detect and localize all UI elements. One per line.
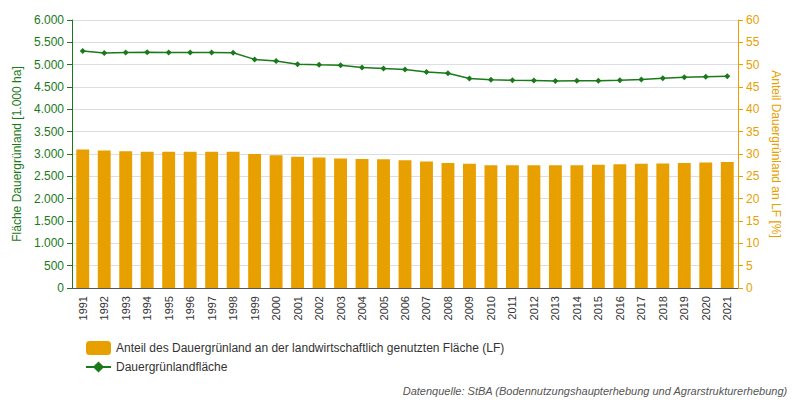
svg-text:1998: 1998: [227, 296, 239, 320]
svg-text:40: 40: [746, 102, 760, 116]
svg-text:2018: 2018: [657, 296, 669, 320]
svg-text:25: 25: [746, 169, 760, 183]
svg-text:Anteil Dauergrünland an LF [%]: Anteil Dauergrünland an LF [%]: [769, 70, 783, 237]
svg-text:2021: 2021: [721, 296, 733, 320]
svg-text:2016: 2016: [614, 296, 626, 320]
svg-text:60: 60: [746, 13, 760, 27]
svg-text:6.000: 6.000: [34, 13, 64, 27]
svg-text:2012: 2012: [528, 296, 540, 320]
svg-text:35: 35: [746, 125, 760, 139]
svg-text:5.000: 5.000: [34, 58, 64, 72]
svg-text:2.000: 2.000: [34, 192, 64, 206]
svg-text:1.500: 1.500: [34, 214, 64, 228]
svg-text:2002: 2002: [313, 296, 325, 320]
svg-text:2006: 2006: [399, 296, 411, 320]
svg-text:2020: 2020: [700, 296, 712, 320]
svg-text:Datenquelle: StBA (Bodennutzun: Datenquelle: StBA (Bodennutzungshaupterh…: [403, 385, 788, 397]
svg-text:1995: 1995: [163, 296, 175, 320]
svg-text:5.500: 5.500: [34, 35, 64, 49]
svg-text:2015: 2015: [592, 296, 604, 320]
svg-text:2017: 2017: [635, 296, 647, 320]
svg-text:45: 45: [746, 80, 760, 94]
svg-text:0: 0: [57, 281, 64, 295]
svg-text:2005: 2005: [378, 296, 390, 320]
svg-text:1992: 1992: [98, 296, 110, 320]
svg-text:2.500: 2.500: [34, 169, 64, 183]
svg-text:1999: 1999: [249, 296, 261, 320]
svg-text:Anteil des Dauergrünland an de: Anteil des Dauergrünland an der landwirt…: [116, 341, 504, 355]
svg-text:15: 15: [746, 214, 760, 228]
svg-text:1996: 1996: [184, 296, 196, 320]
svg-text:Fläche Dauergrünland [1.000 ha: Fläche Dauergrünland [1.000 ha]: [10, 66, 24, 241]
svg-text:2000: 2000: [270, 296, 282, 320]
svg-text:4.000: 4.000: [34, 102, 64, 116]
svg-text:2019: 2019: [678, 296, 690, 320]
svg-text:55: 55: [746, 35, 760, 49]
svg-text:1993: 1993: [120, 296, 132, 320]
svg-text:2009: 2009: [463, 296, 475, 320]
svg-text:3.000: 3.000: [34, 147, 64, 161]
svg-text:1991: 1991: [77, 296, 89, 320]
svg-text:500: 500: [44, 259, 64, 273]
svg-text:2003: 2003: [335, 296, 347, 320]
svg-text:0: 0: [746, 281, 753, 295]
svg-text:2014: 2014: [571, 296, 583, 320]
svg-text:2008: 2008: [442, 296, 454, 320]
svg-text:1997: 1997: [206, 296, 218, 320]
svg-text:2011: 2011: [506, 296, 518, 320]
svg-text:1.000: 1.000: [34, 236, 64, 250]
svg-text:4.500: 4.500: [34, 80, 64, 94]
svg-text:2010: 2010: [485, 296, 497, 320]
svg-text:2007: 2007: [420, 296, 432, 320]
svg-text:1994: 1994: [141, 296, 153, 320]
svg-text:50: 50: [746, 58, 760, 72]
svg-text:5: 5: [746, 259, 753, 273]
svg-text:2004: 2004: [356, 296, 368, 320]
svg-text:20: 20: [746, 192, 760, 206]
svg-text:3.500: 3.500: [34, 125, 64, 139]
svg-text:30: 30: [746, 147, 760, 161]
svg-text:10: 10: [746, 236, 760, 250]
svg-text:2001: 2001: [292, 296, 304, 320]
svg-text:Dauergrünlandfläche: Dauergrünlandfläche: [116, 360, 228, 374]
svg-text:2013: 2013: [549, 296, 561, 320]
